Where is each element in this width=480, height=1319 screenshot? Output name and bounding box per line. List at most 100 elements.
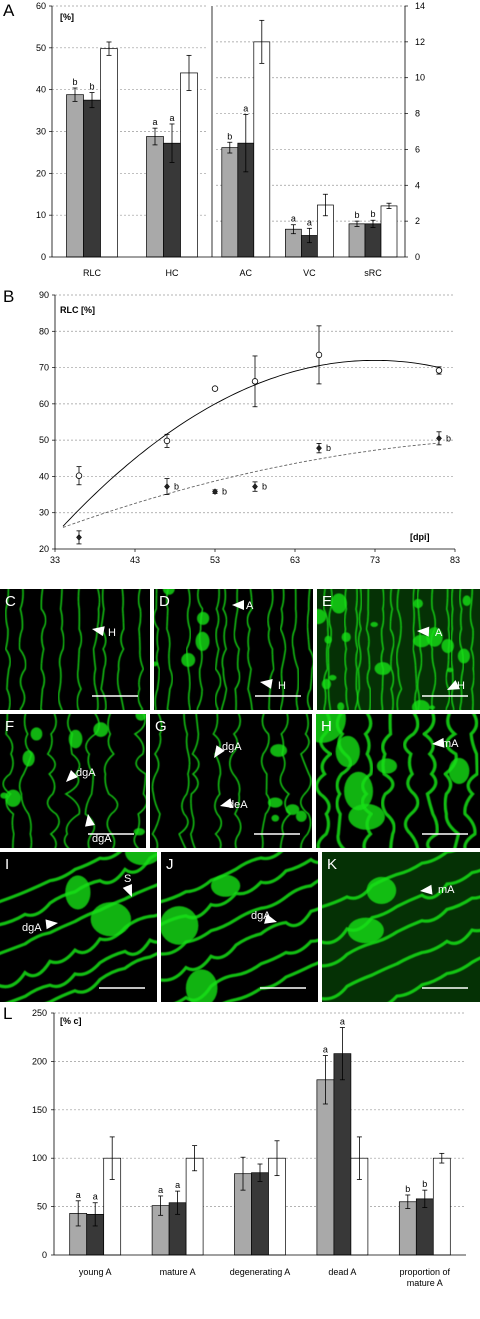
micrograph-arbuscule (347, 917, 384, 944)
panel-b-fit-line-control (62, 359, 440, 527)
micrograph-arbuscule (448, 757, 470, 784)
micrograph-arbuscule (337, 702, 345, 710)
micrograph-arbuscule (90, 902, 132, 937)
micrograph-arbuscule (285, 804, 300, 815)
micrograph-background (0, 589, 150, 710)
panel-b-y-tick-label: 50 (39, 435, 49, 445)
micrograph-letter: J (166, 856, 174, 873)
micrograph-letter: E (322, 593, 332, 610)
micrograph-arbuscule (426, 627, 443, 647)
panel-b-x-tick-label: 33 (50, 555, 60, 565)
micrograph-arbuscule (370, 621, 378, 628)
micrograph-hypha (389, 589, 395, 710)
micrograph-hypha (84, 714, 100, 848)
micrograph-panel-c: CH (0, 589, 150, 710)
panel-a-left-tick-label: 50 (36, 43, 46, 53)
micrograph-arbuscule (0, 792, 8, 799)
micrograph-arrowhead (420, 884, 433, 895)
panel-l-category-label: dead A (328, 1267, 356, 1277)
micrograph-arbuscule (271, 814, 280, 822)
micrograph-hypha (0, 883, 157, 956)
micrograph-structure-label: mA (438, 884, 455, 896)
micrograph-hypha (18, 714, 33, 848)
micrograph-hypha (165, 589, 174, 710)
panel-l-y-tick-label: 150 (32, 1105, 47, 1115)
micrograph-arbuscule (366, 876, 397, 905)
micrograph-arbuscule (68, 729, 83, 749)
micrograph-arbuscule (447, 667, 454, 673)
micrograph-structure-label: S (124, 873, 131, 885)
micrograph-letter: C (5, 593, 16, 610)
micrograph-arrowhead (232, 600, 244, 610)
panel-a-right-tick-label: 14 (415, 1, 425, 11)
micrograph-panel-d: D A H (154, 589, 313, 710)
panel-a-significance-letter: a (307, 217, 312, 227)
micrograph-structure-label: H (457, 680, 465, 692)
panel-l-y-tick-label: 200 (32, 1056, 47, 1066)
micrograph-arbuscule (328, 674, 337, 681)
panel-a-unit-label: [%] (60, 12, 74, 22)
micrograph-arbuscule (348, 803, 385, 830)
panel-a-significance-letter: a (152, 117, 157, 127)
micrograph-arbuscule (195, 631, 210, 651)
panel-b-significance-letter: b (326, 443, 331, 453)
micrograph-arbuscule (317, 608, 327, 625)
micrograph-arrowhead (66, 769, 79, 782)
micrograph-hypha (220, 589, 228, 710)
micrograph-hypha (178, 714, 191, 848)
panel-a-bar (348, 223, 366, 258)
micrograph-hypha (228, 714, 242, 848)
panel-b-significance-letter: b (262, 482, 267, 492)
micrograph-hypha (442, 714, 461, 848)
panel-l-significance-letter: b (405, 1184, 410, 1194)
micrograph-image (317, 589, 480, 710)
panel-b-x-label: [dpi] (410, 532, 430, 542)
panel-a-category-label: AC (240, 268, 253, 278)
micrograph-arbuscule (210, 874, 241, 897)
micrograph-hypha (322, 928, 480, 1001)
micrograph-hypha (279, 714, 292, 848)
panel-b-open-point (315, 351, 323, 359)
micrograph-arbuscule (154, 661, 159, 667)
micrograph-arbuscule (341, 632, 351, 643)
micrograph-hypha (267, 589, 275, 710)
micrograph-hypha (421, 714, 439, 848)
micrograph-image (322, 852, 480, 1002)
panel-b-filled-point (164, 483, 170, 490)
panel-a-bar (66, 94, 84, 258)
micrograph-image (0, 852, 157, 1002)
micrograph-arbuscule (374, 662, 392, 675)
panel-b-y-tick-label: 60 (39, 399, 49, 409)
micrograph-hypha (445, 589, 451, 710)
micrograph-arbuscule (413, 598, 423, 609)
panel-a-significance-letter: b (354, 210, 359, 220)
micrograph-hypha (357, 589, 363, 710)
micrograph-structure-label: A (435, 627, 443, 639)
micrograph-letter: G (155, 718, 167, 735)
micrograph-panel-e: E A H (317, 589, 480, 710)
micrograph-arbuscule (462, 595, 472, 606)
panel-b-y-tick-label: 70 (39, 363, 49, 373)
micrograph-hypha (343, 589, 349, 710)
micrograph-hypha (387, 956, 480, 1002)
micrograph-hypha (327, 589, 333, 710)
micrograph-hypha (450, 589, 455, 710)
micrograph-hypha (196, 589, 204, 710)
panel-b-y-label: RLC [%] (60, 305, 95, 315)
micrograph-hypha (322, 895, 480, 968)
panel-a-bar (100, 48, 118, 258)
micrograph-arbuscule (457, 648, 470, 664)
micrograph-hypha (299, 714, 312, 848)
micrograph-hypha (354, 589, 359, 710)
micrograph-arbuscule (411, 700, 430, 710)
panel-b-open-point (75, 472, 83, 479)
micrograph-arbuscule (135, 714, 146, 721)
micrograph-arbuscule (441, 638, 454, 654)
panel-l-significance-letter: b (422, 1179, 427, 1189)
micrograph-background (154, 589, 313, 710)
panel-l-bar (333, 1053, 352, 1256)
panel-b-x-tick-label: 83 (450, 555, 460, 565)
micrograph-arrowhead (220, 798, 233, 808)
micrograph-arbuscule (321, 678, 332, 690)
